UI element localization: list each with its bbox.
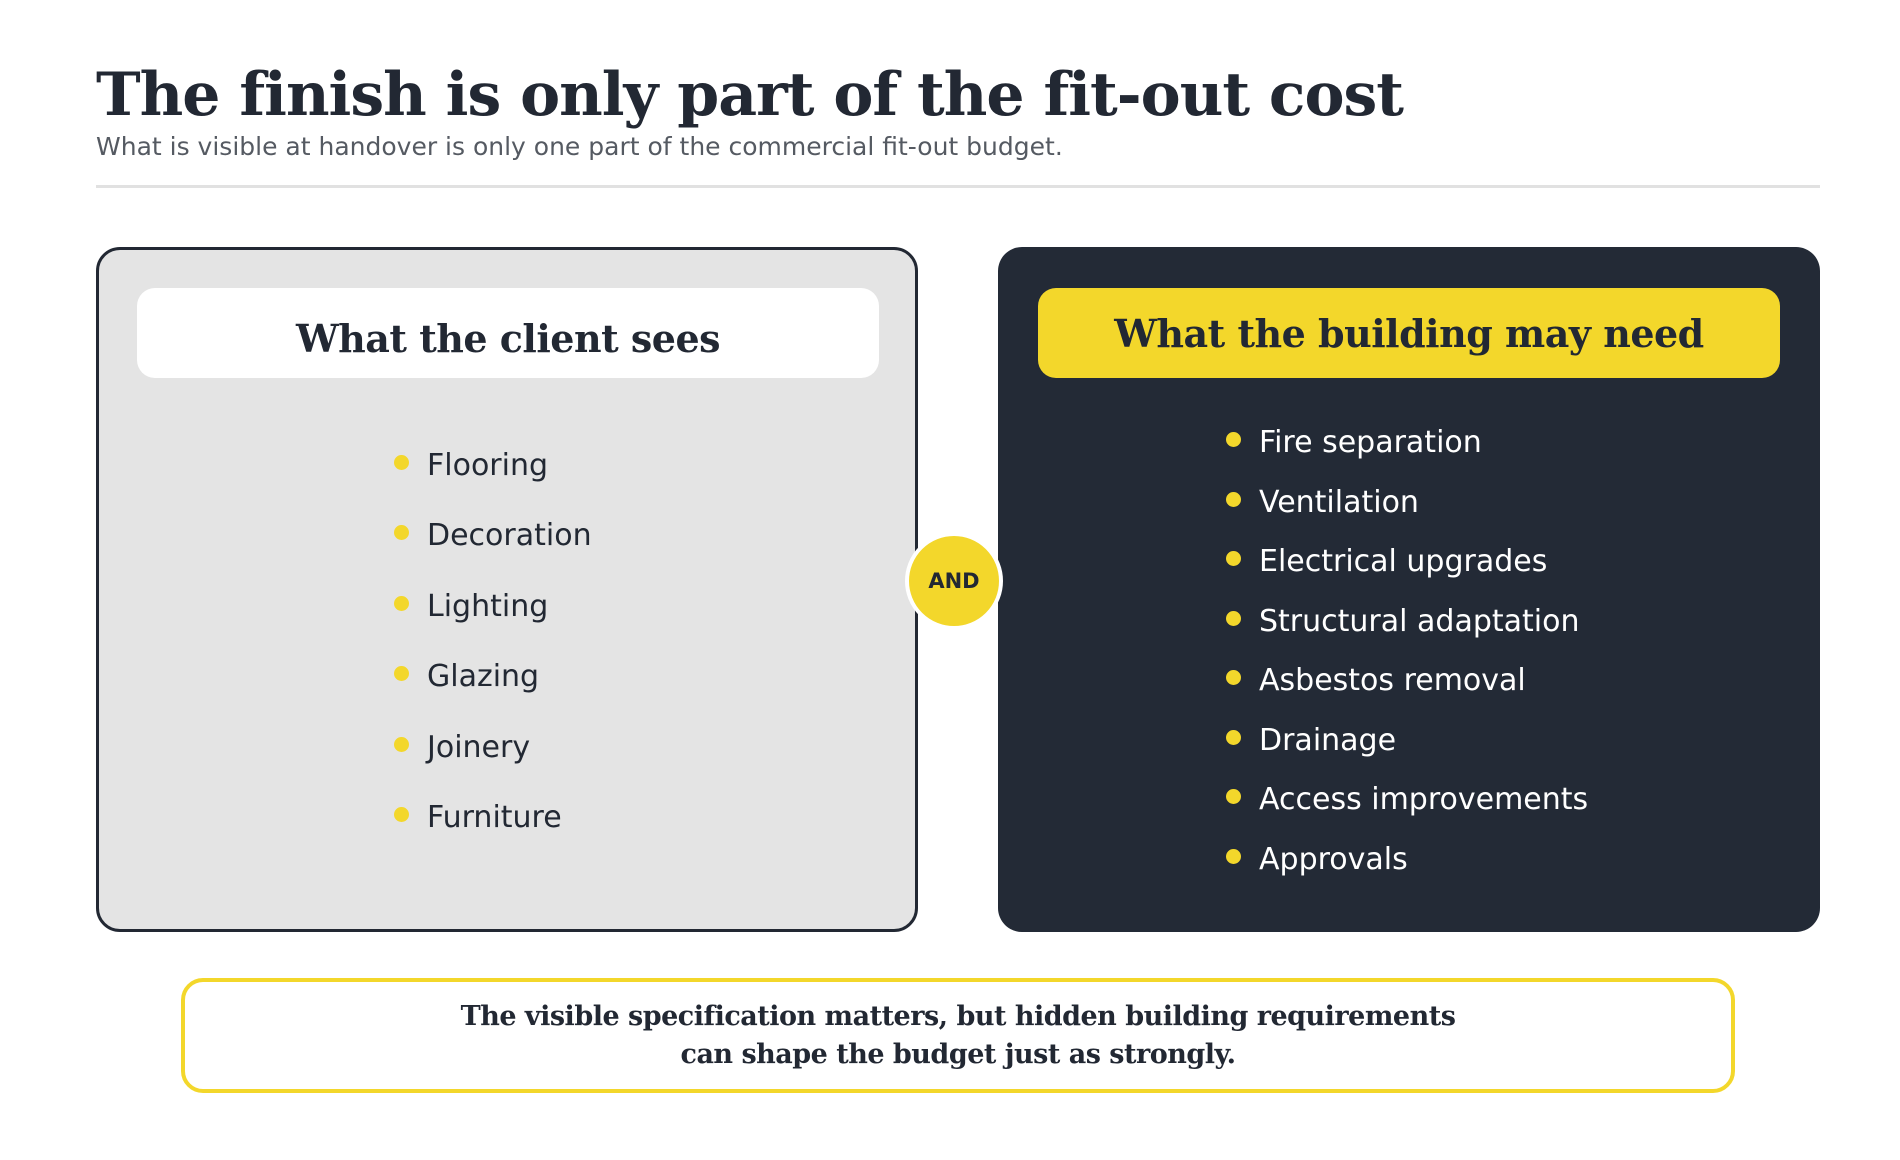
list-item: Ventilation xyxy=(1226,473,1588,533)
list-item-label: Asbestos removal xyxy=(1259,663,1526,699)
list-item-label: Electrical upgrades xyxy=(1259,544,1548,580)
list-item-label: Lighting xyxy=(427,588,549,624)
callout-line-2: can shape the budget just as strongly. xyxy=(680,1038,1236,1070)
list-item: Electrical upgrades xyxy=(1226,532,1588,592)
list-item: Decoration xyxy=(394,501,592,572)
bullet-dot-icon xyxy=(1226,789,1241,805)
callout-line-1: The visible specification matters, but h… xyxy=(460,1000,1456,1032)
building-needs-heading: What the building may need xyxy=(1038,288,1780,378)
list-item-label: Joinery xyxy=(427,729,531,765)
page-title: The finish is only part of the fit-out c… xyxy=(96,60,1404,130)
building-needs-list: Fire separation Ventilation Electrical u… xyxy=(1226,413,1588,889)
list-item: Structural adaptation xyxy=(1226,592,1588,652)
bullet-dot-icon xyxy=(1226,729,1241,745)
bullet-dot-icon xyxy=(394,525,409,541)
bullet-dot-icon xyxy=(394,454,409,470)
bullet-dot-icon xyxy=(394,736,409,752)
list-item: Asbestos removal xyxy=(1226,651,1588,711)
bullet-dot-icon xyxy=(394,666,409,682)
and-connector-badge: AND xyxy=(905,532,1003,630)
list-item: Approvals xyxy=(1226,830,1588,890)
bullet-dot-icon xyxy=(1226,610,1241,626)
list-item: Access improvements xyxy=(1226,770,1588,830)
bullet-dot-icon xyxy=(1226,670,1241,686)
bullet-dot-icon xyxy=(1226,551,1241,567)
list-item-label: Structural adaptation xyxy=(1259,603,1580,639)
list-item-label: Approvals xyxy=(1259,841,1408,877)
client-sees-heading: What the client sees xyxy=(137,288,879,378)
list-item-label: Furniture xyxy=(427,800,562,836)
list-item-label: Decoration xyxy=(427,518,592,554)
bullet-dot-icon xyxy=(1226,491,1241,507)
client-sees-list: Flooring Decoration Lighting Glazing Joi… xyxy=(394,430,592,853)
list-item-label: Access improvements xyxy=(1259,782,1589,818)
list-item: Lighting xyxy=(394,571,592,642)
bullet-dot-icon xyxy=(394,807,409,823)
list-item: Joinery xyxy=(394,712,592,783)
building-needs-panel: What the building may need Fire separati… xyxy=(998,247,1820,932)
list-item: Drainage xyxy=(1226,711,1588,771)
list-item-label: Flooring xyxy=(427,447,549,483)
list-item-label: Fire separation xyxy=(1259,425,1482,461)
summary-callout: The visible specification matters, but h… xyxy=(181,978,1735,1093)
list-item: Fire separation xyxy=(1226,413,1588,473)
bullet-dot-icon xyxy=(1226,848,1241,864)
list-item-label: Drainage xyxy=(1259,722,1397,758)
client-sees-panel: What the client sees Flooring Decoration… xyxy=(96,247,918,932)
title-divider xyxy=(96,185,1820,188)
list-item: Flooring xyxy=(394,430,592,501)
bullet-dot-icon xyxy=(1226,432,1241,448)
list-item-label: Glazing xyxy=(427,659,540,695)
page-subtitle: What is visible at handover is only one … xyxy=(96,132,1063,161)
bullet-dot-icon xyxy=(394,595,409,611)
list-item: Glazing xyxy=(394,642,592,713)
list-item: Furniture xyxy=(394,783,592,854)
list-item-label: Ventilation xyxy=(1259,484,1419,520)
